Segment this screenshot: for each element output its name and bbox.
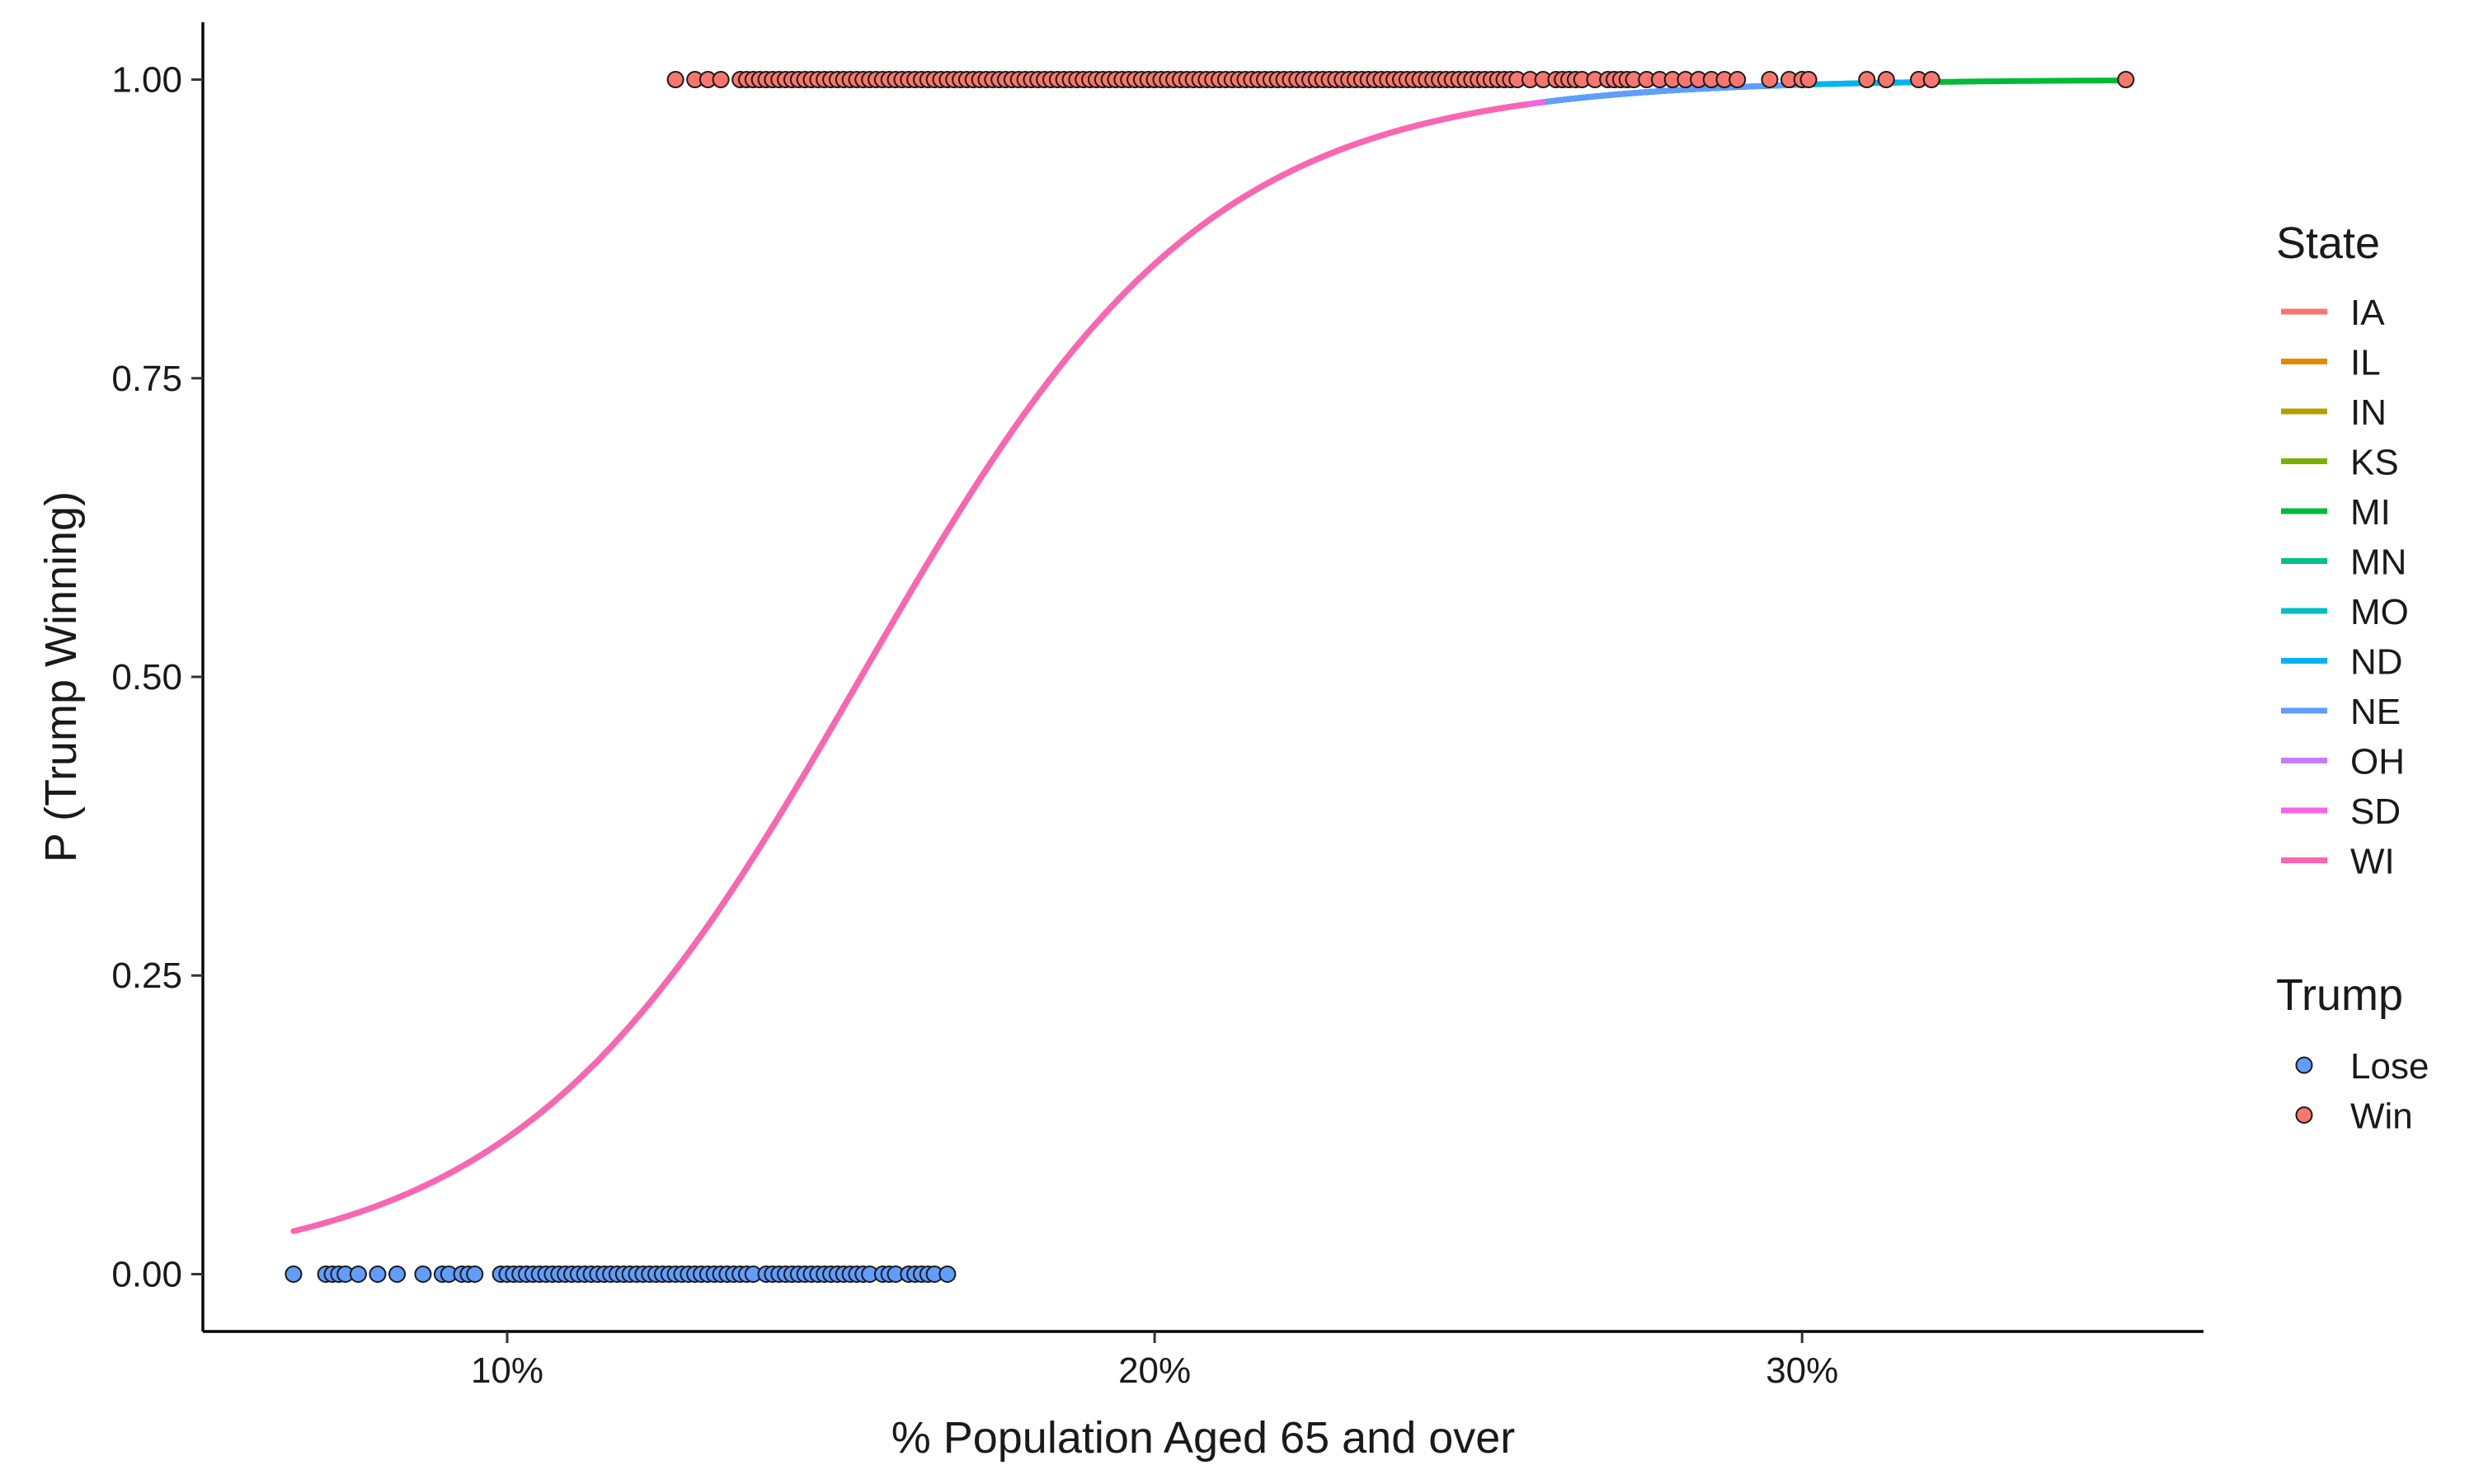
point-win: [666, 71, 684, 89]
point-lose: [466, 1265, 484, 1283]
legend-label-mn: MN: [2350, 542, 2406, 583]
fitted-curves: [290, 77, 2129, 1234]
x-tick-label: 20%: [1118, 1350, 1191, 1391]
point-win: [1877, 71, 1895, 89]
point-lose: [388, 1265, 407, 1283]
legend-label-mo: MO: [2350, 592, 2409, 632]
legend-label-ne: NE: [2350, 692, 2401, 732]
y-tick-label: 0.25: [111, 956, 182, 996]
x-tick-label: 30%: [1766, 1350, 1838, 1391]
legend-label-il: IL: [2350, 343, 2381, 383]
legend-label-lose: Lose: [2350, 1046, 2429, 1087]
x-axis-ticks: 10% 20% 30%: [471, 1331, 1838, 1391]
legend-key-lose: [2295, 1056, 2313, 1074]
x-tick-label: 10%: [471, 1350, 543, 1391]
legend-label-win: Win: [2350, 1097, 2413, 1137]
legend-label-nd: ND: [2350, 642, 2403, 683]
legend-state-title: State: [2276, 218, 2380, 268]
point-lose: [938, 1265, 957, 1283]
legend-key-win: [2295, 1106, 2313, 1124]
legend-label-oh: OH: [2350, 742, 2405, 782]
curve-wi: [290, 101, 1527, 1234]
point-win: [1858, 71, 1876, 89]
legend-label-ia: IA: [2350, 293, 2385, 333]
point-win: [1799, 71, 1818, 89]
y-tick-label: 1.00: [111, 60, 182, 101]
legend-trump: Trump Lose Win: [2276, 970, 2429, 1137]
legend-trump-title: Trump: [2276, 970, 2403, 1020]
y-axis-ticks: 0.00 0.25 0.50 0.75 1.00: [111, 60, 203, 1294]
plot-panel: [285, 71, 2135, 1283]
point-win: [712, 71, 730, 89]
legend-label-wi: WI: [2350, 842, 2395, 882]
point-lose: [349, 1265, 367, 1283]
x-axis-title: % Population Aged 65 and over: [891, 1413, 1516, 1463]
legend-label-mi: MI: [2350, 492, 2391, 533]
point-win: [1729, 71, 1747, 89]
legend-label-ks: KS: [2350, 443, 2399, 483]
point-lose: [369, 1265, 387, 1283]
y-tick-label: 0.50: [111, 657, 182, 697]
point-win: [1922, 71, 1940, 89]
y-tick-label: 0.00: [111, 1254, 182, 1294]
y-axis-title: P (Trump Winning): [36, 491, 86, 862]
point-lose: [414, 1265, 432, 1283]
point-lose: [285, 1265, 303, 1283]
point-win: [2117, 71, 2135, 89]
legend-state-entries: IA IL IN KS MI MN MO ND NE OH SD WI: [2281, 293, 2409, 882]
y-tick-label: 0.75: [111, 359, 182, 399]
legend-trump-entries: Lose Win: [2295, 1046, 2429, 1137]
data-points: [285, 71, 2135, 1283]
point-win: [1761, 71, 1779, 89]
legend-label-in: IN: [2350, 392, 2387, 433]
legend-state: State IA IL IN KS MI MN MO ND NE OH SD WI: [2276, 218, 2409, 882]
axes: 0.00 0.25 0.50 0.75 1.00 10% 20% 30%: [111, 22, 2204, 1391]
legend-label-sd: SD: [2350, 791, 2401, 832]
